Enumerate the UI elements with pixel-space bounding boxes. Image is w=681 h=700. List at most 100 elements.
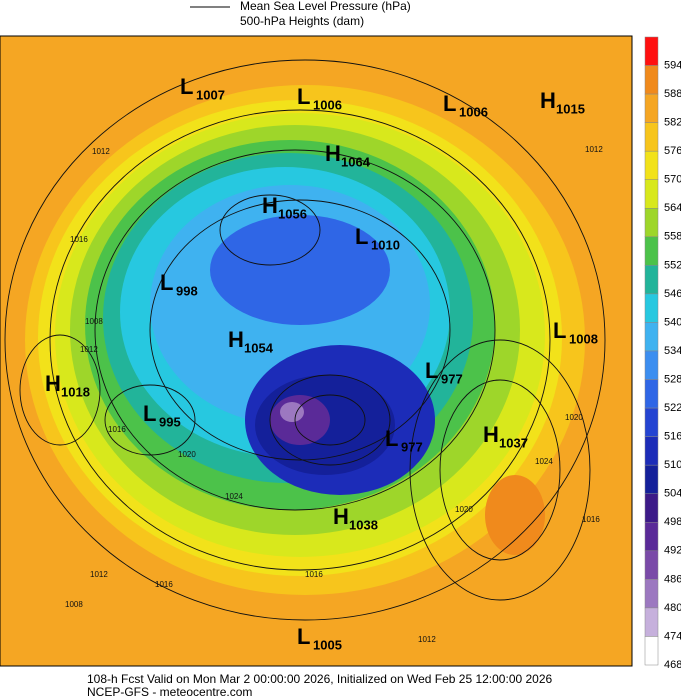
- center-value: 1056: [278, 206, 307, 221]
- center-type: H: [262, 193, 278, 218]
- colorbar-box: [644, 150, 659, 180]
- footer-text: 108-h Fcst Valid on Mon Mar 2 00:00:00 2…: [87, 672, 553, 686]
- isobar-label: 1008: [65, 600, 83, 609]
- colorbar-label: 570: [664, 174, 681, 186]
- center-type: H: [540, 88, 556, 113]
- colorbar-label: 534: [664, 345, 681, 357]
- colorbar-label: 582: [664, 117, 681, 129]
- center-type: L: [385, 426, 398, 451]
- footer-text: NCEP-GFS - meteocentre.com: [87, 685, 252, 699]
- isobar-label: 1024: [225, 492, 243, 501]
- center-value: 1037: [499, 435, 528, 450]
- center-value: 1018: [61, 384, 90, 399]
- colorbar-label: 528: [664, 373, 681, 385]
- center-type: L: [160, 270, 173, 295]
- center-type: H: [45, 371, 61, 396]
- colorbar-box: [644, 464, 659, 494]
- center-value: 1010: [371, 237, 400, 252]
- center-value: 1015: [556, 101, 585, 116]
- legend-text: 500-hPa Heights (dam): [240, 14, 364, 28]
- colorbar-box: [644, 36, 659, 66]
- isobar-label: 1016: [155, 580, 173, 589]
- colorbar-label: 546: [664, 288, 681, 300]
- center-value: 977: [441, 371, 463, 386]
- colorbar-label: 588: [664, 88, 681, 100]
- center-value: 1006: [459, 104, 488, 119]
- map: [0, 35, 633, 667]
- center-type: L: [143, 401, 156, 426]
- center-value: 1008: [569, 331, 598, 346]
- colorbar-box: [644, 236, 659, 266]
- colorbar-label: 564: [664, 202, 681, 214]
- colorbar-label: 468: [664, 659, 681, 671]
- center-type: L: [180, 74, 193, 99]
- colorbar-label: 474: [664, 630, 681, 642]
- center-type: H: [325, 141, 341, 166]
- center-value: 1007: [196, 87, 225, 102]
- center-type: L: [297, 84, 310, 109]
- colorbar-label: 522: [664, 402, 681, 414]
- colorbar-box: [644, 65, 659, 95]
- colorbar-box: [644, 579, 659, 609]
- center-value: 1054: [244, 340, 274, 355]
- isobar-label: 1016: [305, 570, 323, 579]
- isobar-label: 1020: [455, 505, 473, 514]
- colorbar-box: [644, 350, 659, 380]
- colorbar-label: 510: [664, 459, 681, 471]
- colorbar-box: [644, 522, 659, 552]
- center-type: L: [355, 224, 368, 249]
- colorbar-label: 492: [664, 545, 681, 557]
- colorbar-box: [644, 379, 659, 409]
- colorbar-label: 516: [664, 431, 681, 443]
- isobar-label: 1012: [90, 570, 108, 579]
- colorbar-box: [644, 493, 659, 523]
- colorbar-box: [644, 322, 659, 352]
- isobar-label: 1012: [80, 345, 98, 354]
- isobar-label: 1016: [70, 235, 88, 244]
- colorbar-label: 552: [664, 259, 681, 271]
- center-value: 998: [176, 283, 198, 298]
- isobar-label: 1012: [418, 635, 436, 644]
- center-type: H: [228, 327, 244, 352]
- colorbar-box: [644, 93, 659, 123]
- isobar-label: 1012: [92, 147, 110, 156]
- colorbar-box: [644, 122, 659, 152]
- isobar-label: 1024: [535, 457, 553, 466]
- colorbar-box: [644, 179, 659, 209]
- center-value: 995: [159, 414, 181, 429]
- isobar-label: 1020: [565, 413, 583, 422]
- center-type: L: [443, 91, 456, 116]
- center-type: H: [483, 422, 499, 447]
- colorbar-label: 486: [664, 573, 681, 585]
- center-value: 977: [401, 439, 423, 454]
- center-type: L: [553, 318, 566, 343]
- colorbar-box: [644, 436, 659, 466]
- center-value: 1038: [349, 517, 378, 532]
- colorbar-label: 594: [664, 59, 681, 71]
- isobar-label: 1016: [108, 425, 126, 434]
- isobar-label: 1012: [585, 145, 603, 154]
- colorbar-box: [644, 550, 659, 580]
- colorbar-label: 504: [664, 488, 681, 500]
- center-type: H: [333, 504, 349, 529]
- center-value: 1005: [313, 637, 342, 652]
- colorbar-box: [644, 636, 659, 666]
- colorbar-label: 498: [664, 516, 681, 528]
- center-type: L: [425, 358, 438, 383]
- colorbar-box: [644, 607, 659, 637]
- colorbar-box: [644, 293, 659, 323]
- colorbar-label: 576: [664, 145, 681, 157]
- legend-text: Mean Sea Level Pressure (hPa): [240, 0, 411, 13]
- center-value: 1064: [341, 154, 371, 169]
- colorbar-label: 480: [664, 602, 681, 614]
- center-type: L: [297, 624, 310, 649]
- isobar-label: 1016: [582, 515, 600, 524]
- colorbar-box: [644, 265, 659, 295]
- isobar-label: 1008: [85, 317, 103, 326]
- colorbar-label: 558: [664, 231, 681, 243]
- colorbar-label: 540: [664, 316, 681, 328]
- center-value: 1006: [313, 97, 342, 112]
- colorbar-box: [644, 407, 659, 437]
- colorbar-box: [644, 208, 659, 238]
